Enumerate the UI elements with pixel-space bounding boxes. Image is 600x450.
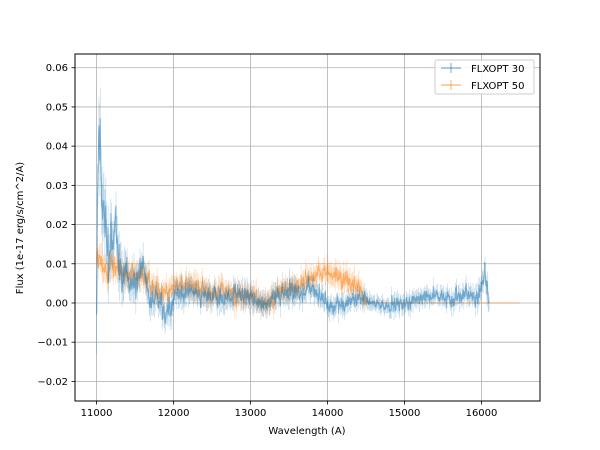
x-tick-label: 13000 bbox=[235, 408, 267, 419]
y-tick-label: 0.01 bbox=[46, 259, 68, 270]
spectrum-line bbox=[96, 118, 490, 324]
series-layer bbox=[96, 87, 520, 355]
y-tick-label: 0.06 bbox=[46, 63, 68, 74]
legend-entry-flxopt-50: FLXOPT 50 bbox=[441, 80, 524, 92]
x-axis-label: Wavelength (A) bbox=[268, 426, 345, 437]
y-tick-label: 0.02 bbox=[46, 220, 68, 231]
x-tick-label: 14000 bbox=[312, 408, 344, 419]
plot-area bbox=[75, 54, 540, 401]
y-tick-label: −0.01 bbox=[37, 338, 68, 349]
x-tick-label: 12000 bbox=[158, 408, 190, 419]
x-tick-label: 16000 bbox=[466, 408, 498, 419]
y-axis-ticks: −0.02 −0.01 0.00 0.01 0.02 0.03 0.04 0.05 0.06 bbox=[37, 63, 75, 388]
y-tick-label: 0.04 bbox=[46, 142, 68, 153]
x-tick-label: 11000 bbox=[81, 408, 113, 419]
legend-label-flxopt-50: FLXOPT 50 bbox=[471, 81, 524, 92]
y-tick-label: −0.02 bbox=[37, 377, 68, 388]
legend-entry-flxopt-30: FLXOPT 30 bbox=[441, 63, 524, 75]
x-tick-label: 15000 bbox=[389, 408, 421, 419]
y-tick-label: 0.03 bbox=[46, 181, 68, 192]
y-tick-label: 0.05 bbox=[46, 102, 68, 113]
legend: FLXOPT 30 FLXOPT 50 bbox=[434, 59, 535, 95]
x-axis-ticks: 11000 12000 13000 14000 15000 16000 bbox=[81, 401, 498, 419]
y-tick-label: 0.00 bbox=[46, 298, 68, 309]
series-flxopt-30 bbox=[96, 87, 490, 355]
plot-frame bbox=[74, 53, 541, 402]
legend-label-flxopt-30: FLXOPT 30 bbox=[471, 64, 524, 75]
y-axis-label: Flux (1e-17 erg/s/cm^2/A) bbox=[15, 162, 26, 294]
